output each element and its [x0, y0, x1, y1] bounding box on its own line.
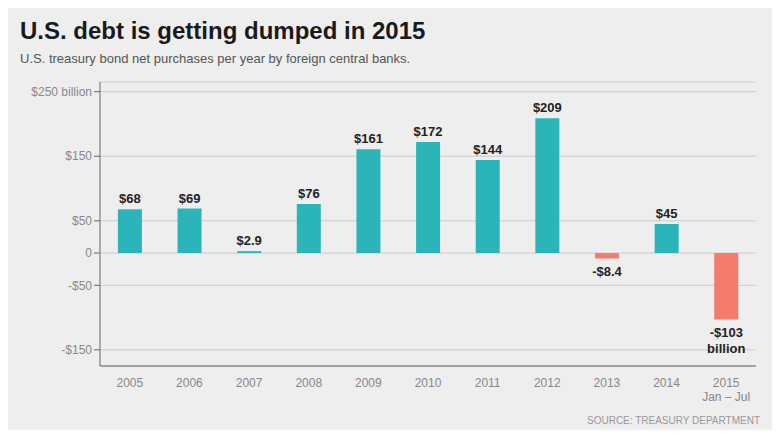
- svg-text:$172: $172: [414, 124, 443, 139]
- svg-text:2009: 2009: [355, 376, 382, 390]
- svg-text:2005: 2005: [116, 376, 143, 390]
- html-text:SOURCE: TREASURY DEPARTMENT: SOURCE: TREASURY DEPARTMENT: [587, 415, 760, 426]
- svg-text:2014: 2014: [653, 376, 680, 390]
- svg-text:-$50: -$50: [68, 279, 92, 293]
- svg-text:2008: 2008: [295, 376, 322, 390]
- svg-text:2015Jan – Jul: 2015Jan – Jul: [702, 376, 750, 404]
- html-text:U.S. treasury bond net purchas: U.S. treasury bond net purchases per yea…: [20, 51, 411, 66]
- svg-text:0: 0: [85, 246, 92, 260]
- svg-text:2013: 2013: [594, 376, 621, 390]
- svg-text:2006: 2006: [176, 376, 203, 390]
- svg-text:$209: $209: [533, 100, 562, 115]
- svg-text:$68: $68: [119, 191, 141, 206]
- svg-text:$250 billion: $250 billion: [31, 85, 92, 99]
- svg-text:-$8.4: -$8.4: [592, 264, 622, 279]
- svg-text:$161: $161: [354, 131, 383, 146]
- svg-text:2007: 2007: [236, 376, 263, 390]
- svg-text:-$103billion: -$103billion: [707, 325, 745, 356]
- svg-text:-$150: -$150: [61, 343, 92, 357]
- svg-text:$144: $144: [473, 142, 503, 157]
- svg-text:2011: 2011: [475, 376, 501, 390]
- svg-text:$45: $45: [656, 206, 678, 221]
- svg-text:$2.9: $2.9: [237, 233, 262, 248]
- svg-text:$69: $69: [179, 191, 201, 206]
- svg-text:2010: 2010: [415, 376, 442, 390]
- html-text:U.S. debt is getting dumped in: U.S. debt is getting dumped in 2015: [20, 17, 426, 44]
- svg-text:$76: $76: [298, 186, 320, 201]
- svg-text:$150: $150: [65, 149, 92, 163]
- svg-text:2012: 2012: [534, 376, 561, 390]
- svg-text:$50: $50: [72, 214, 92, 228]
